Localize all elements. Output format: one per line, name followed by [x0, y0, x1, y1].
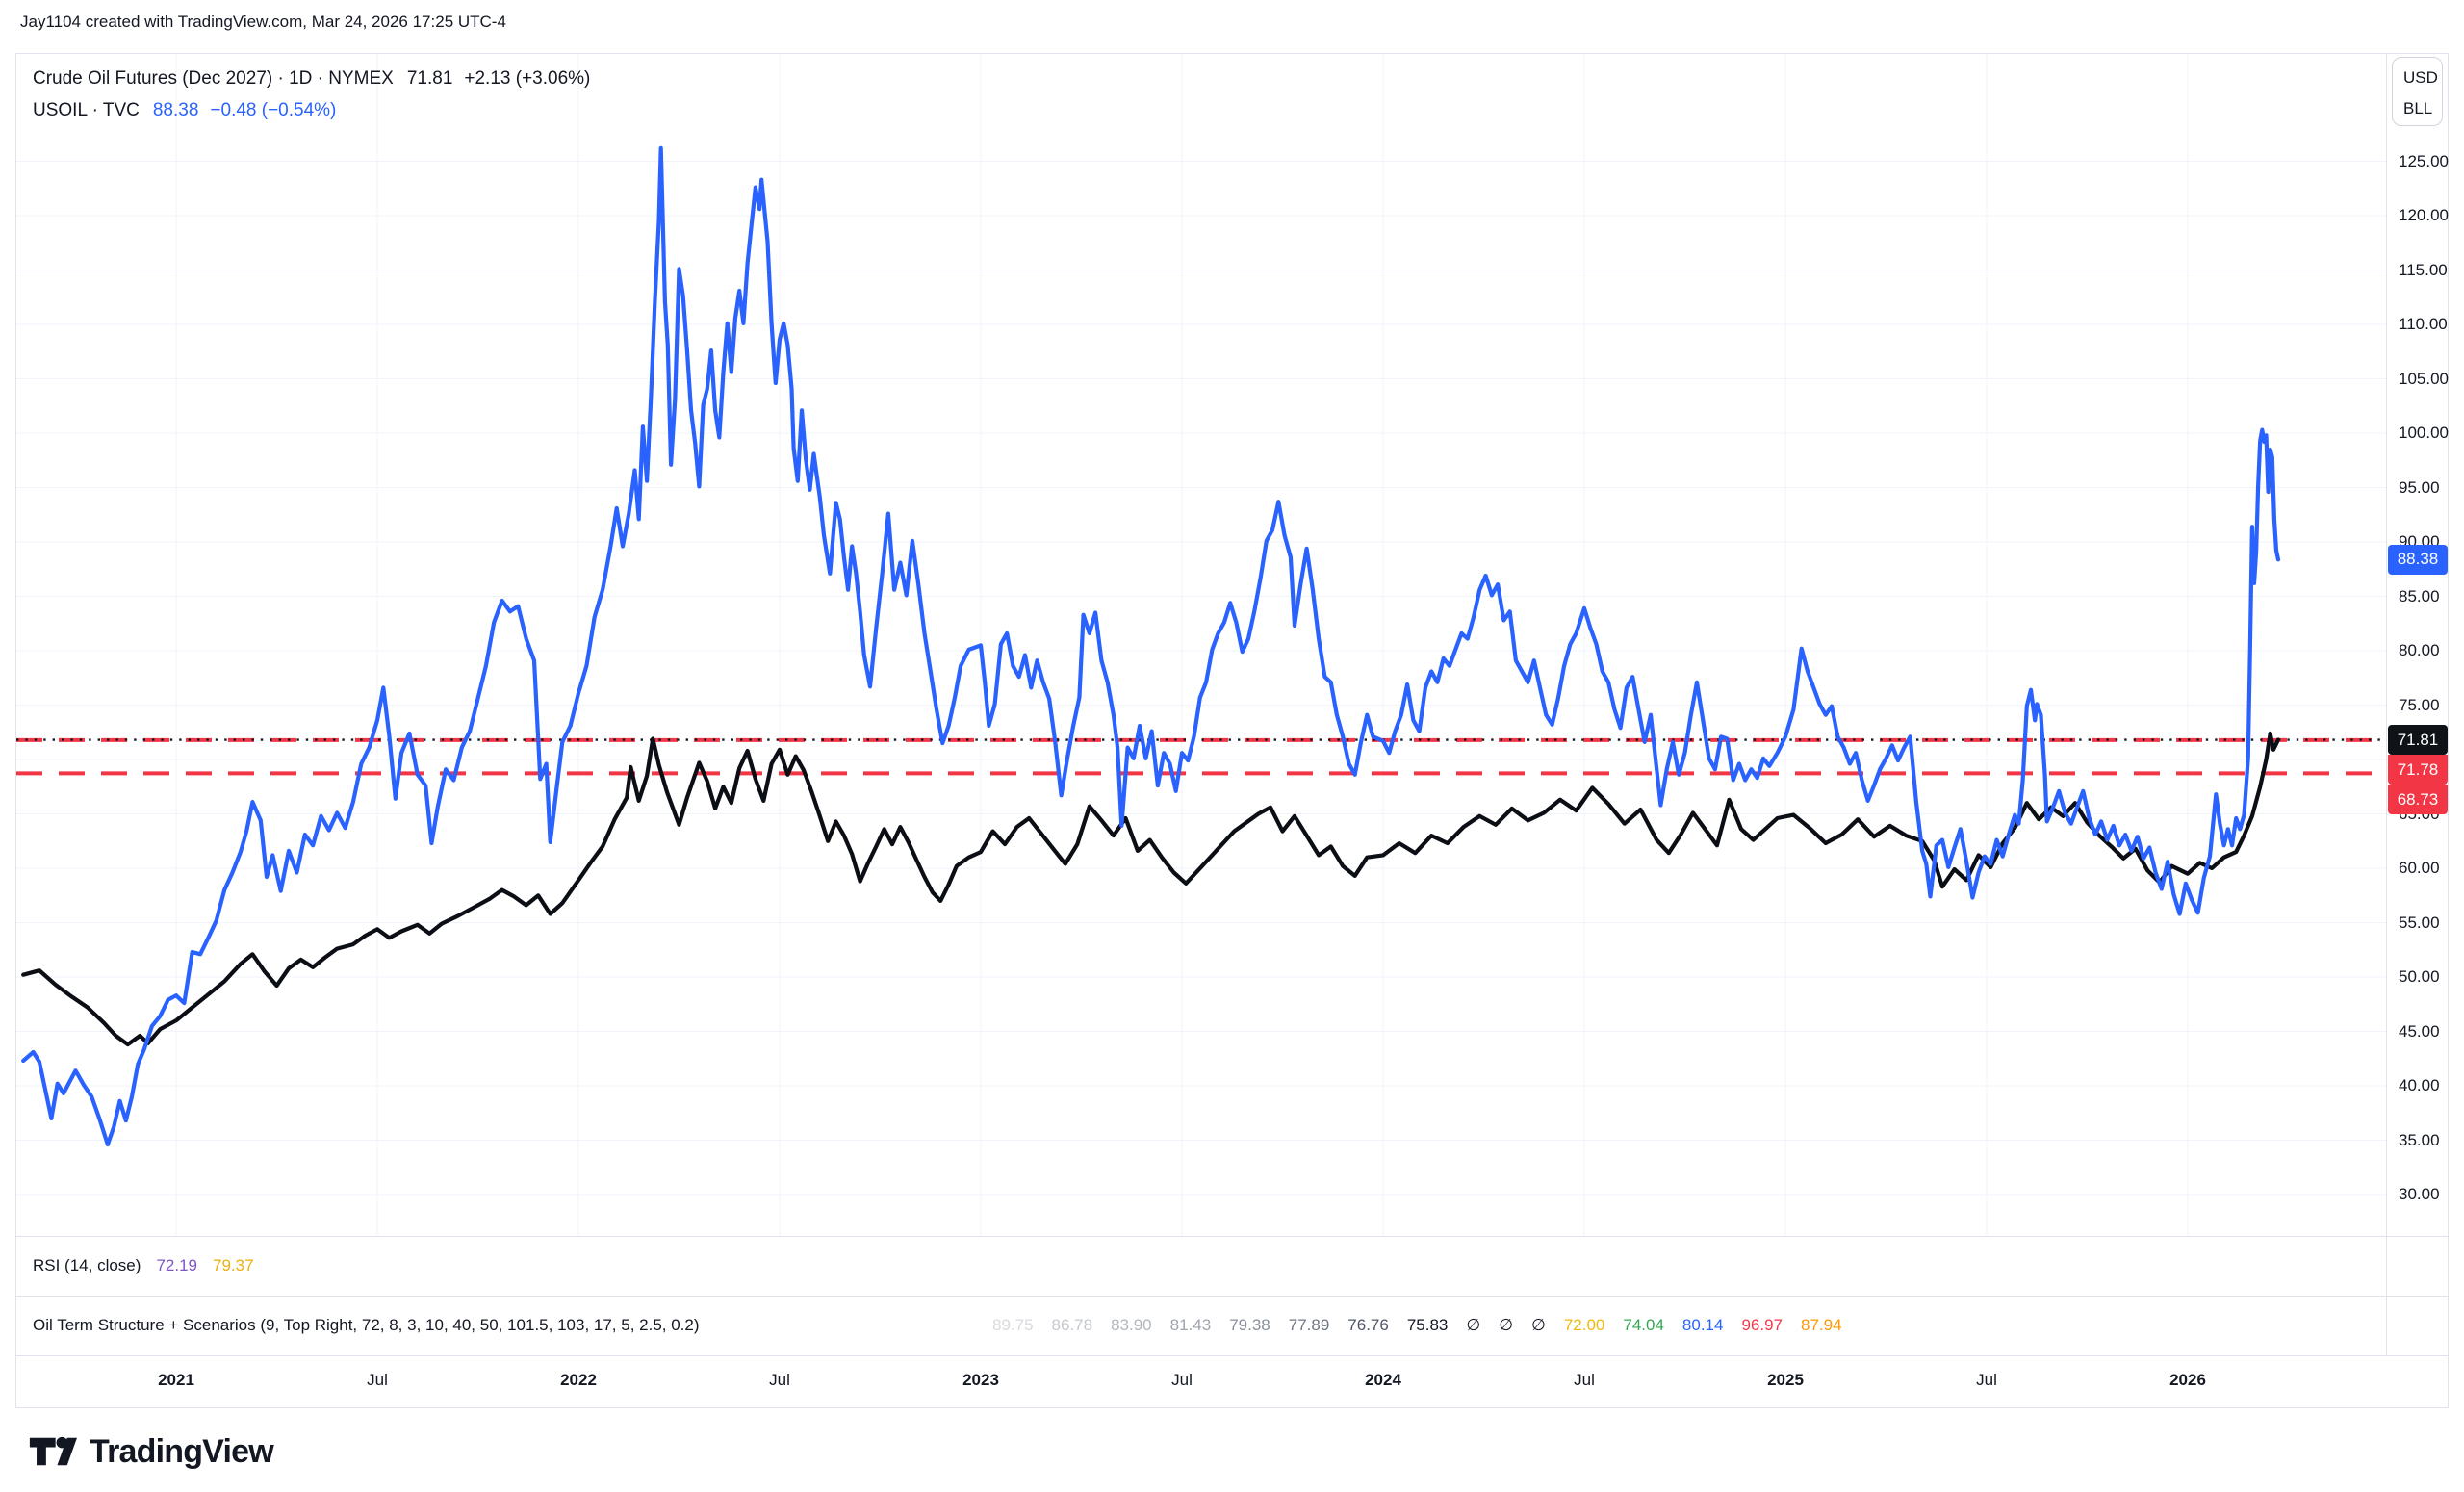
term-structure-value: 83.90 — [1111, 1316, 1152, 1334]
term-structure-value: ∅ — [1531, 1316, 1546, 1334]
rsi-value: 79.37 — [212, 1256, 254, 1274]
usoil-series-line — [21, 145, 2281, 1147]
price-axis-label: 120.00 — [2399, 206, 2449, 224]
term-structure-value: 81.43 — [1169, 1316, 1212, 1334]
tradingview-logo[interactable]: TradingView — [29, 1430, 274, 1473]
price-axis-label: 35.00 — [2399, 1130, 2440, 1149]
price-axis-label: 110.00 — [2399, 315, 2448, 333]
price-axis-separator — [2386, 54, 2387, 1355]
term-structure-value: 74.04 — [1623, 1316, 1664, 1334]
term-structure-value: 89.75 — [992, 1316, 1034, 1334]
tradingview-logo-icon — [29, 1436, 77, 1466]
time-axis-label-Jul: Jul — [1171, 1371, 1193, 1389]
rsi-value: 72.19 — [156, 1256, 197, 1274]
term-structure-value: ∅ — [1466, 1316, 1481, 1334]
time-axis-label-Jul: Jul — [1574, 1371, 1595, 1389]
price-axis-label: 60.00 — [2399, 859, 2440, 877]
time-axis-label-2022: 2022 — [560, 1371, 597, 1389]
price-axis-label: 100.00 — [2399, 424, 2449, 442]
attribution-text: Jay1104 created with TradingView.com, Ma… — [20, 13, 506, 31]
term-structure-value: 96.97 — [1741, 1316, 1783, 1334]
price-chart-plot[interactable] — [16, 54, 2386, 1236]
term-structure-value: 77.89 — [1288, 1316, 1330, 1334]
time-axis-label-Jul: Jul — [1976, 1371, 1997, 1389]
unit-label[interactable]: BLL — [2403, 99, 2433, 117]
price-axis-label: 80.00 — [2399, 641, 2440, 659]
legend-symbol-futures: Crude Oil Futures (Dec 2027) · 1D · NYME… — [33, 68, 394, 89]
rsi-pane-header: RSI (14, close) 72.19 79.37 — [33, 1236, 2381, 1296]
time-axis-label-Jul: Jul — [769, 1371, 790, 1389]
pane-separator[interactable] — [16, 1296, 2448, 1297]
term-structure-value: 79.38 — [1229, 1316, 1270, 1334]
pane-separator[interactable] — [16, 1236, 2448, 1237]
price-axis-label: 75.00 — [2399, 695, 2440, 714]
chart-frame: Crude Oil Futures (Dec 2027) · 1D · NYME… — [15, 53, 2449, 1408]
futures-last-price: 71.81 — [406, 68, 453, 89]
currency-unit-box[interactable]: USD BLL — [2392, 57, 2443, 126]
term-structure-value: 72.00 — [1563, 1316, 1605, 1334]
rsi-values: 72.19 79.37 — [156, 1256, 253, 1275]
time-axis-label-2025: 2025 — [1767, 1371, 1804, 1389]
price-axis-label: 55.00 — [2399, 913, 2440, 932]
futures-change: +2.13 (+3.06%) — [464, 68, 591, 89]
price-axis-label: 115.00 — [2399, 260, 2448, 279]
term-structure-value: 75.83 — [1406, 1316, 1449, 1334]
tradingview-logo-text: TradingView — [90, 1432, 274, 1470]
currency-label[interactable]: USD — [2403, 68, 2438, 87]
price-axis-label: 95.00 — [2399, 477, 2440, 497]
time-axis-label-2026: 2026 — [2169, 1371, 2206, 1389]
term-structure-pane-header: Oil Term Structure + Scenarios (9, Top R… — [33, 1296, 2381, 1355]
price-axis-label: 40.00 — [2399, 1076, 2440, 1094]
price-axis-label: 50.00 — [2399, 967, 2440, 986]
term-structure-value: 87.94 — [1801, 1316, 1842, 1334]
time-axis-label-Jul: Jul — [367, 1371, 388, 1389]
price-axis-label: 105.00 — [2399, 369, 2449, 388]
legend-price-futures: 71.81 +2.13 (+3.06%) — [407, 63, 591, 94]
price-axis[interactable]: USD BLL 125.00 120.00 115.00 110.00 105.00 10… — [2387, 54, 2449, 1355]
legend-row-futures[interactable]: Crude Oil Futures (Dec 2027) · 1D · NYME… — [33, 63, 590, 94]
price-badge-71.78: 71.78 — [2388, 755, 2448, 785]
legend-symbol-usoil: USOIL · TVC — [33, 100, 140, 120]
legend-price-usoil: 88.38 −0.48 (−0.54%) — [153, 94, 337, 126]
futures-series-line — [21, 731, 2281, 1047]
price-badge-88.38: 88.38 — [2388, 544, 2448, 575]
term-structure-value: ∅ — [1499, 1316, 1513, 1334]
price-badge-68.73: 68.73 — [2388, 785, 2448, 815]
term-structure-title[interactable]: Oil Term Structure + Scenarios (9, Top R… — [33, 1316, 700, 1334]
time-axis-label-2023: 2023 — [962, 1371, 999, 1389]
usoil-last-price: 88.38 — [152, 100, 199, 120]
time-axis-label-2021: 2021 — [158, 1371, 194, 1389]
term-structure-values: 89.75 86.78 83.90 81.43 79.38 77.89 76.76 75.83… — [992, 1296, 1842, 1355]
price-axis-label: 30.00 — [2399, 1185, 2440, 1203]
usoil-change: −0.48 (−0.54%) — [210, 100, 337, 120]
term-structure-value: 76.76 — [1348, 1316, 1389, 1334]
legend-row-usoil[interactable]: USOIL · TVC 88.38 −0.48 (−0.54%) — [33, 94, 590, 126]
term-structure-value: 86.78 — [1051, 1316, 1093, 1334]
term-structure-value: 80.14 — [1681, 1316, 1724, 1334]
time-axis[interactable]: 2021 Jul 2022 Jul 2023 Jul 2024 Jul 2025 Jul 2026 — [16, 1355, 2386, 1407]
rsi-title[interactable]: RSI (14, close) — [33, 1256, 141, 1274]
price-axis-label: 125.00 — [2399, 151, 2449, 170]
chart-legend: Crude Oil Futures (Dec 2027) · 1D · NYME… — [33, 63, 590, 126]
price-axis-label: 85.00 — [2399, 586, 2440, 605]
price-badge-71.81: 71.81 — [2388, 725, 2448, 756]
price-axis-label: 45.00 — [2399, 1021, 2440, 1041]
time-axis-label-2024: 2024 — [1365, 1371, 1401, 1389]
time-axis-separator — [16, 1355, 2448, 1356]
